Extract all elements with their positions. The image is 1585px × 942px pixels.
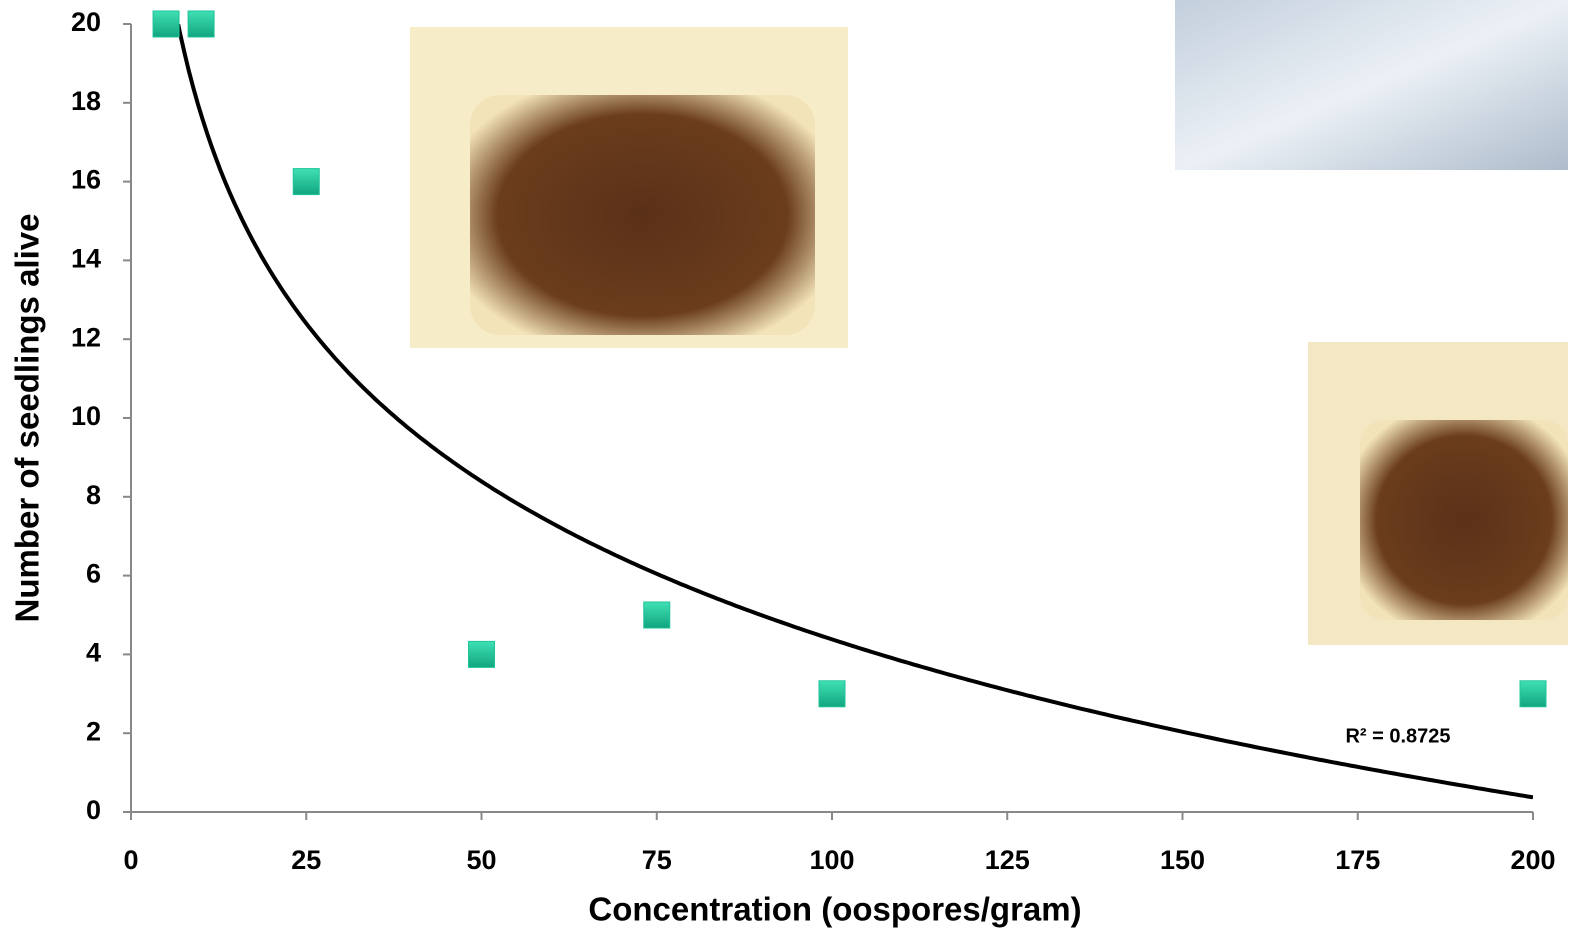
x-tick-label: 125: [985, 845, 1030, 875]
x-tick-label: 150: [1160, 845, 1205, 875]
y-tick-label: 6: [86, 559, 101, 589]
y-axis-title: Number of seedlings alive: [9, 214, 46, 623]
chart: Concentration (oospores/gram) Number of …: [0, 0, 1585, 942]
y-tick-label: 10: [71, 401, 101, 431]
point: [293, 169, 319, 195]
y-tick-label: 4: [86, 638, 101, 668]
point: [1520, 681, 1546, 707]
y-tick-label: 16: [71, 165, 101, 195]
y-tick-label: 2: [86, 716, 101, 746]
point: [153, 11, 179, 37]
point: [469, 641, 495, 667]
y-tick-label: 18: [71, 86, 101, 116]
y-tick-label: 12: [71, 322, 101, 352]
y-tick-label: 8: [86, 480, 101, 510]
y-tick-label: 20: [71, 7, 101, 37]
point: [188, 11, 214, 37]
x-tick-label: 50: [466, 845, 496, 875]
x-axis-title: Concentration (oospores/gram): [588, 891, 1081, 928]
x-tick-label: 100: [809, 845, 854, 875]
y-tick-label: 0: [86, 795, 101, 825]
x-tick-label: 175: [1335, 845, 1380, 875]
photo-greenhouse-trays: [1175, 0, 1568, 170]
x-tick-label: 200: [1510, 845, 1555, 875]
y-tick-label: 14: [71, 244, 101, 274]
point: [819, 681, 845, 707]
x-tick-label: 0: [123, 845, 138, 875]
x-tick-label: 75: [642, 845, 672, 875]
photo-seedlings-diseased: [1308, 342, 1568, 645]
r-squared: R² = 0.8725: [1345, 725, 1450, 747]
photo-seedlings-healthy: [410, 27, 848, 348]
x-tick-label: 25: [291, 845, 321, 875]
point: [644, 602, 670, 628]
